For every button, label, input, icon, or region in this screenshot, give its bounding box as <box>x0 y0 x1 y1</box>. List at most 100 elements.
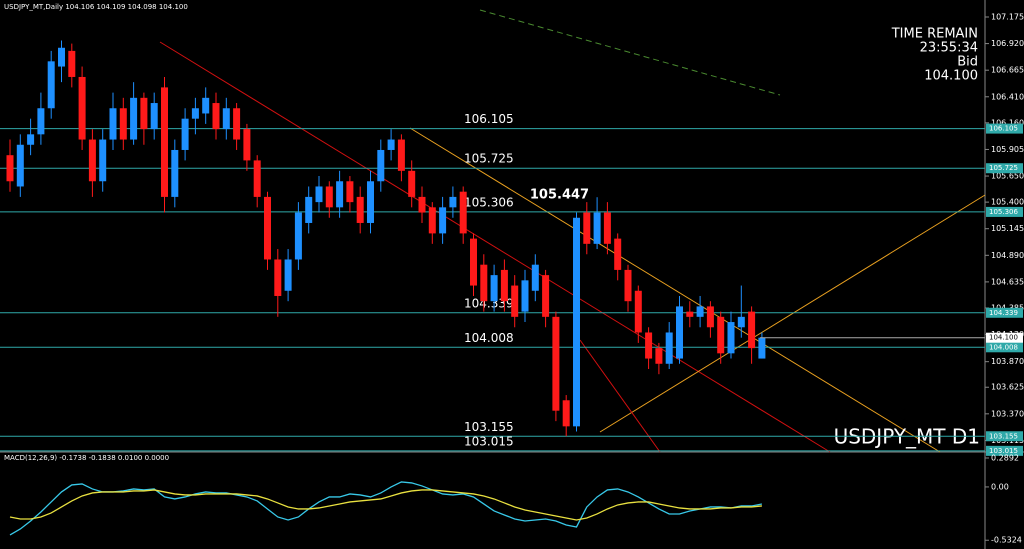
trendline <box>409 127 941 453</box>
level-box-label: 105.725 <box>989 164 1018 172</box>
macd-line <box>9 489 762 521</box>
y-tick-label: 106.920 <box>991 39 1024 48</box>
candle-body <box>264 196 271 260</box>
y-tick-label: 103.625 <box>991 383 1024 392</box>
candle-body <box>6 155 14 182</box>
macd-label: MACD(12,26,9) -0.1738 -0.1838 0.0100 0.0… <box>4 454 169 462</box>
trendline <box>579 339 661 453</box>
candle-body <box>737 316 745 328</box>
candle-body <box>233 108 241 140</box>
level-box <box>986 445 1023 456</box>
y-tick-label: 106.160 <box>991 118 1024 127</box>
candle-body <box>202 97 210 114</box>
candle-body <box>490 275 498 302</box>
bid: 104.100 <box>924 69 978 84</box>
level-box-label: 103.015 <box>989 447 1018 455</box>
y-tick-label: 105.400 <box>991 198 1024 207</box>
y-tick-label: 103.870 <box>991 357 1024 366</box>
candle-body <box>696 306 704 317</box>
level-box-label: 104.008 <box>989 343 1018 351</box>
candle-body <box>274 259 282 296</box>
candle-body <box>161 87 168 197</box>
level-label: 105.725 <box>464 152 514 166</box>
y-tick-label: 107.175 <box>991 12 1024 21</box>
timer-label: TIME REMAIN <box>891 27 978 42</box>
candle-body <box>665 332 673 364</box>
candle-body <box>573 217 580 427</box>
candle-body <box>449 196 457 208</box>
level-label: 103.015 <box>464 434 514 448</box>
candle-body <box>727 322 735 354</box>
level-box <box>986 206 1023 217</box>
candle-body <box>222 108 230 130</box>
candle-body <box>37 108 45 135</box>
candle-body <box>284 259 292 291</box>
candle-body <box>336 181 344 208</box>
candle-body <box>645 332 653 359</box>
candle-body <box>439 207 447 234</box>
y-tick-label: 103.370 <box>991 409 1024 418</box>
candle-body <box>634 290 642 333</box>
level-box-label: 106.105 <box>989 125 1018 133</box>
candle-body <box>511 285 519 317</box>
candle-body <box>459 191 467 234</box>
candle-body <box>181 118 189 150</box>
candle-body <box>603 212 611 244</box>
candle-body <box>614 238 622 270</box>
price-box <box>986 332 1023 343</box>
candle-body <box>542 275 550 317</box>
price-label: 104.100 <box>989 334 1018 342</box>
candle-body <box>758 337 766 359</box>
candle-body <box>140 97 148 130</box>
candle-body <box>68 50 76 77</box>
candle-body <box>531 264 539 291</box>
candle-body <box>552 316 560 411</box>
y-tick-label: 0.00 <box>991 482 1009 491</box>
candle-body <box>356 196 364 223</box>
y-tick-label: 105.905 <box>991 145 1024 154</box>
y-tick-label: 105.145 <box>991 224 1024 233</box>
candle-body <box>408 170 416 197</box>
candle-body <box>387 139 395 150</box>
candle-body <box>150 103 158 130</box>
candle-body <box>99 139 107 182</box>
candle-body <box>130 97 138 140</box>
y-tick-label: 104.635 <box>991 277 1024 286</box>
level-label: 106.105 <box>464 112 514 126</box>
level-box-label: 103.155 <box>989 432 1018 440</box>
header: USDJPY_MT,Daily 104.106 104.109 104.098 … <box>4 3 188 11</box>
candle-body <box>418 196 426 213</box>
level-label: 104.008 <box>464 331 514 345</box>
candle-body <box>191 108 199 119</box>
candle-body <box>624 269 632 302</box>
candle-body <box>171 149 179 197</box>
candle-body <box>583 212 591 244</box>
candle-body <box>58 47 65 67</box>
candle-body <box>377 149 385 182</box>
candle-body <box>470 238 477 286</box>
candle-body <box>480 264 488 302</box>
candle-body <box>253 160 261 197</box>
candle-body <box>562 400 570 427</box>
level-label: 103.155 <box>464 420 514 434</box>
y-tick-label: -0.5324 <box>991 536 1022 545</box>
candle-body <box>717 316 725 354</box>
y-tick-label: 105.650 <box>991 172 1024 181</box>
candle-body <box>243 129 251 161</box>
level-box <box>986 307 1023 318</box>
level-box <box>986 123 1023 134</box>
candle-body <box>315 186 323 203</box>
candle-body <box>686 311 694 317</box>
level-box-label: 105.306 <box>989 208 1018 216</box>
candle-body <box>521 280 529 312</box>
candle-body <box>397 139 405 171</box>
candle-body <box>428 207 436 234</box>
level-box <box>986 342 1023 353</box>
candle-body <box>346 181 354 203</box>
level-box <box>986 163 1023 174</box>
bid-label: Bid <box>957 55 978 70</box>
trendline <box>599 194 986 433</box>
candle-body <box>706 306 714 328</box>
trendline <box>159 41 831 453</box>
